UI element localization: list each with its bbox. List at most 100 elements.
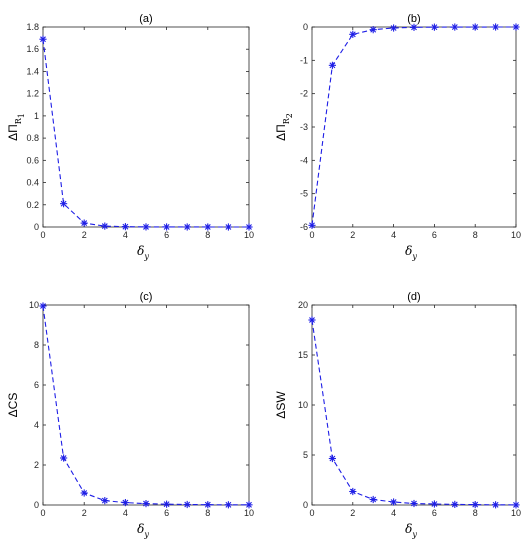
data-point-stroke bbox=[411, 500, 417, 507]
y-tick-label: -6 bbox=[300, 222, 308, 232]
data-point bbox=[101, 222, 109, 230]
data-point-stroke bbox=[143, 223, 149, 230]
data-point-stroke bbox=[370, 496, 377, 503]
data-point-stroke bbox=[513, 24, 519, 30]
data-point-stroke bbox=[329, 455, 336, 462]
x-tick-label: 0 bbox=[309, 230, 314, 240]
data-point bbox=[204, 501, 212, 509]
data-point bbox=[512, 501, 520, 509]
data-point bbox=[349, 487, 357, 496]
x-tick-label: 0 bbox=[40, 508, 45, 518]
y-tick-label: 0 bbox=[34, 222, 39, 232]
data-point bbox=[308, 316, 316, 324]
data-point bbox=[39, 302, 47, 310]
data-point bbox=[492, 501, 500, 509]
data-point-stroke bbox=[411, 24, 417, 31]
x-axis-label-sub: y bbox=[143, 530, 149, 539]
data-point-stroke bbox=[431, 24, 438, 31]
x-tick-label: 6 bbox=[432, 230, 437, 240]
y-tick-label: 1.8 bbox=[26, 22, 39, 32]
x-tick-label: 0 bbox=[309, 508, 314, 518]
y-axis-label-main: ΔSW bbox=[274, 391, 288, 419]
x-axis-label-main: δ bbox=[405, 244, 412, 258]
data-point-stroke bbox=[143, 500, 149, 507]
data-point-stroke bbox=[204, 501, 211, 508]
y-axis-label-subsub: 2 bbox=[285, 113, 294, 118]
y-axis-label: ΔΠR1 bbox=[6, 113, 26, 141]
y-tick-label: 0.4 bbox=[26, 178, 39, 188]
y-tick-label: 0.8 bbox=[26, 133, 39, 143]
x-tick-label: 6 bbox=[432, 508, 437, 518]
data-point-stroke bbox=[184, 224, 191, 230]
x-axis-label-sub: y bbox=[411, 252, 417, 261]
data-point-stroke bbox=[492, 501, 499, 508]
data-point bbox=[121, 499, 129, 507]
y-tick-label: 4 bbox=[34, 420, 39, 430]
data-point-stroke bbox=[246, 224, 252, 230]
panel-title: (d) bbox=[407, 291, 420, 303]
data-point bbox=[245, 501, 253, 509]
data-point bbox=[308, 221, 316, 229]
x-tick-label: 4 bbox=[123, 508, 128, 518]
y-tick-label: 1.4 bbox=[26, 66, 39, 76]
panel-a: 0 2 4 6 8 10 0 0.2 0.4 0.6 0.8 1 1.2 1.4 1.6 1.8 (a) δy ΔΠ… bbox=[6, 13, 254, 261]
x-axis-label-main: δ bbox=[137, 522, 144, 536]
data-point bbox=[492, 23, 500, 31]
data-point-stroke bbox=[225, 501, 232, 508]
y-tick-label: 5 bbox=[303, 450, 308, 460]
y-axis-label-sub: R bbox=[14, 117, 23, 124]
data-point-stroke bbox=[122, 223, 129, 230]
y-tick-label: 0 bbox=[303, 22, 308, 32]
data-point bbox=[390, 498, 398, 506]
data-point bbox=[101, 497, 109, 505]
data-point bbox=[142, 223, 150, 231]
data-point bbox=[224, 501, 232, 509]
data-point bbox=[471, 23, 479, 31]
y-tick-label: 10 bbox=[298, 400, 308, 410]
y-tick-label: -1 bbox=[300, 55, 308, 65]
y-tick-label: 15 bbox=[298, 350, 308, 360]
data-point bbox=[451, 23, 459, 31]
data-point-stroke bbox=[309, 222, 315, 229]
data-point-stroke bbox=[390, 499, 397, 505]
data-point bbox=[183, 500, 191, 509]
x-tick-label: 4 bbox=[391, 508, 396, 518]
data-point-stroke bbox=[60, 200, 67, 207]
y-tick-label: 8 bbox=[34, 340, 39, 350]
data-point bbox=[80, 489, 88, 497]
y-axis-label-subsub: 1 bbox=[17, 113, 26, 118]
x-axis-label-main: δ bbox=[137, 244, 144, 258]
y-tick-label: -5 bbox=[300, 189, 308, 199]
x-tick-label: 10 bbox=[511, 508, 521, 518]
x-tick-label: 2 bbox=[350, 508, 355, 518]
data-point-stroke bbox=[349, 31, 356, 38]
x-axis-label: δy bbox=[137, 522, 149, 539]
data-point-stroke bbox=[451, 501, 458, 508]
y-tick-label: -4 bbox=[300, 155, 308, 165]
data-point-stroke bbox=[101, 223, 108, 230]
data-point bbox=[80, 219, 88, 227]
y-tick-label: 0.6 bbox=[26, 155, 39, 165]
y-tick-label: 10 bbox=[29, 300, 39, 310]
data-point-stroke bbox=[492, 24, 499, 30]
data-point bbox=[245, 223, 253, 231]
data-point bbox=[410, 499, 418, 508]
data-point bbox=[471, 501, 479, 509]
y-axis-label: ΔSW bbox=[274, 391, 288, 419]
plot-area-c bbox=[42, 304, 250, 506]
x-tick-label: 8 bbox=[473, 230, 478, 240]
x-axis-label-sub: y bbox=[143, 252, 149, 261]
y-tick-label: 0 bbox=[34, 500, 39, 510]
y-axis-label-main: ΔΠ bbox=[274, 124, 288, 141]
data-point-stroke bbox=[472, 24, 479, 30]
x-tick-label: 4 bbox=[123, 230, 128, 240]
data-point-stroke bbox=[370, 26, 377, 33]
data-point-stroke bbox=[163, 224, 170, 230]
data-point bbox=[410, 23, 418, 31]
data-point bbox=[430, 500, 438, 508]
y-axis-label: ΔCS bbox=[6, 393, 20, 418]
panel-title: (a) bbox=[139, 13, 152, 25]
data-point-stroke bbox=[431, 501, 438, 507]
data-point bbox=[183, 223, 191, 231]
